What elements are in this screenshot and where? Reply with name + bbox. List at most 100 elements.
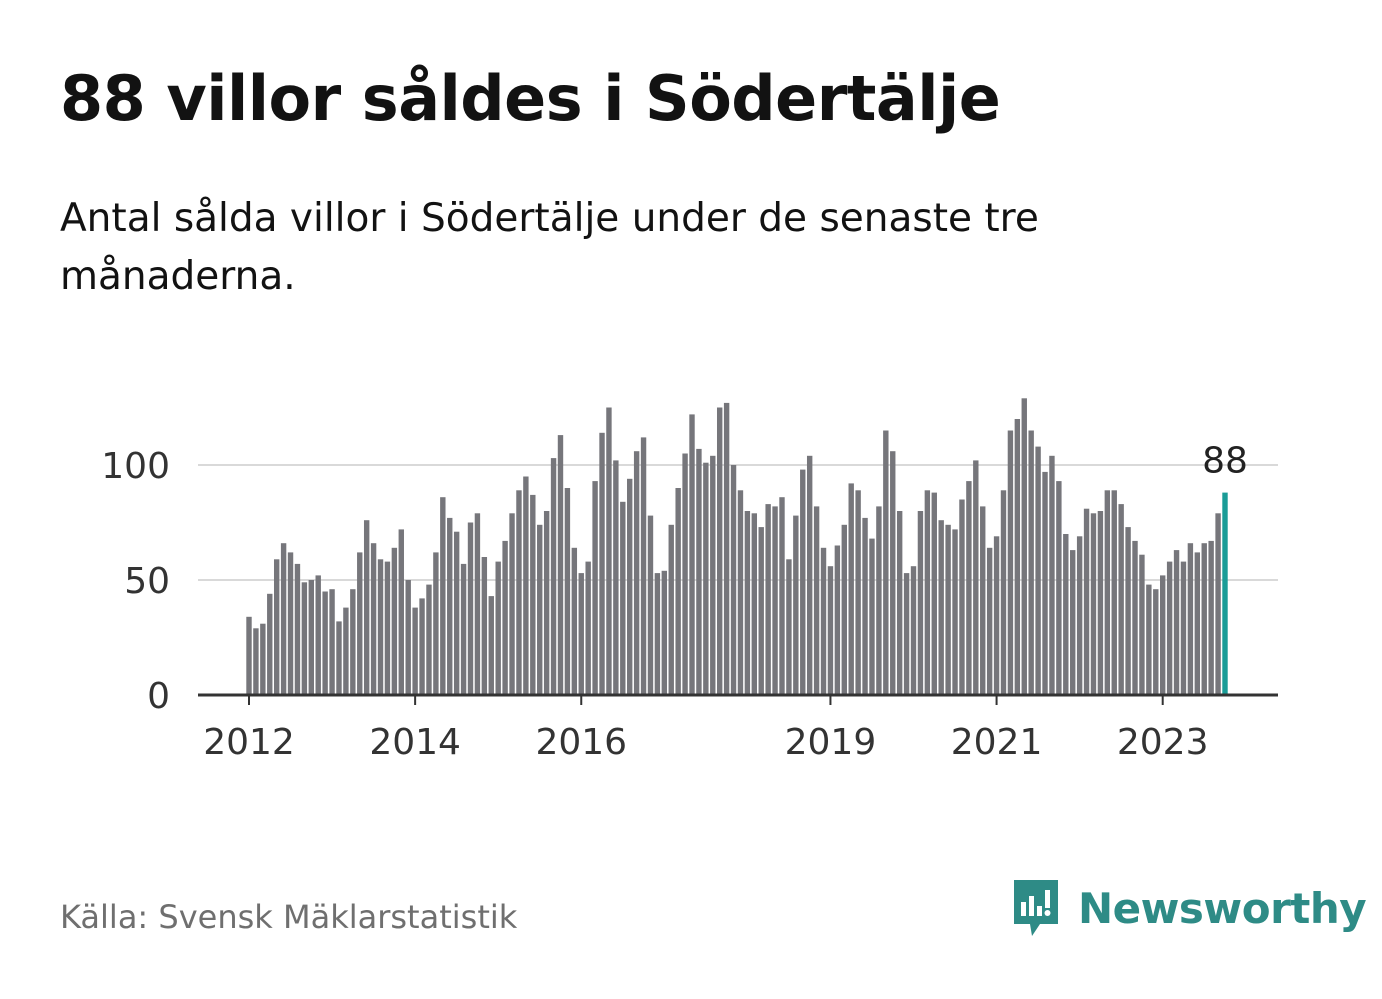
bar xyxy=(862,517,868,695)
bar xyxy=(502,540,508,695)
bar xyxy=(495,561,501,695)
source-note: Källa: Svensk Mäklarstatistik xyxy=(60,898,518,936)
bar xyxy=(1021,398,1027,695)
bar xyxy=(675,488,681,695)
bar xyxy=(440,497,446,695)
bar xyxy=(280,543,287,695)
axis-labels: 0 50 100 88 2012 2014 2016 2019 2021 2023 xyxy=(101,441,1248,763)
bar xyxy=(1166,561,1173,695)
bar xyxy=(654,573,661,695)
y-tick-label: 0 xyxy=(147,676,170,717)
bar xyxy=(1132,540,1138,695)
bar xyxy=(689,414,695,695)
bar xyxy=(710,455,716,695)
bar xyxy=(543,511,550,695)
bar xyxy=(952,529,958,695)
bar xyxy=(820,547,827,695)
bar xyxy=(751,513,758,695)
bar xyxy=(1042,471,1048,695)
bar xyxy=(315,575,321,695)
bar xyxy=(1146,584,1152,695)
brand-logo: Newsworthy xyxy=(1010,876,1367,940)
bar xyxy=(945,524,951,695)
bar xyxy=(1104,490,1111,695)
bar xyxy=(260,623,266,695)
bar xyxy=(716,407,723,695)
bar xyxy=(1056,481,1062,695)
bar xyxy=(1083,508,1090,695)
bar xyxy=(391,547,398,695)
bar xyxy=(890,451,896,695)
bar xyxy=(931,492,937,695)
bar xyxy=(537,524,543,695)
bar xyxy=(703,462,709,695)
bar xyxy=(1139,554,1145,695)
bar xyxy=(253,628,259,695)
x-tick-label: 2023 xyxy=(1117,722,1209,763)
bar xyxy=(1035,446,1041,695)
bar xyxy=(1194,552,1201,695)
bar xyxy=(329,589,335,695)
bar xyxy=(516,490,522,695)
bar xyxy=(1014,419,1021,695)
bar xyxy=(841,524,847,695)
bar xyxy=(1063,534,1069,695)
bar xyxy=(557,435,564,695)
bar xyxy=(1028,430,1034,695)
bar xyxy=(1070,550,1076,695)
y-tick-label: 100 xyxy=(101,446,170,487)
bar xyxy=(633,451,640,695)
x-tick-label: 2014 xyxy=(369,722,461,763)
bar xyxy=(453,531,460,695)
bar xyxy=(273,559,280,695)
bar xyxy=(765,504,771,695)
x-axis-ticks xyxy=(248,695,1164,705)
bar xyxy=(350,589,356,695)
bar xyxy=(910,566,917,695)
bar xyxy=(1201,543,1207,695)
bar xyxy=(627,478,633,695)
bar xyxy=(467,522,474,695)
bar xyxy=(1160,575,1166,695)
x-tick-label: 2016 xyxy=(535,722,627,763)
bar xyxy=(509,513,515,695)
bar xyxy=(398,529,404,695)
bar xyxy=(876,506,882,695)
x-tick-label: 2019 xyxy=(785,722,877,763)
bar xyxy=(433,552,439,695)
bar xyxy=(578,573,584,695)
bar xyxy=(1000,490,1007,695)
bar xyxy=(294,563,301,695)
bar xyxy=(1007,430,1014,695)
bar xyxy=(357,552,363,695)
bar xyxy=(419,598,425,695)
bar xyxy=(896,511,903,695)
bar xyxy=(620,501,626,695)
bar xyxy=(1111,490,1117,695)
bar xyxy=(869,538,875,695)
bar xyxy=(370,543,377,695)
bar xyxy=(786,559,792,695)
bar xyxy=(523,476,529,695)
bar xyxy=(412,607,418,695)
bar xyxy=(592,481,598,695)
bar xyxy=(668,524,674,695)
bar xyxy=(474,513,481,695)
bar xyxy=(564,488,571,695)
bar xyxy=(647,515,654,695)
bar xyxy=(903,573,910,695)
bar xyxy=(730,465,737,695)
bar-highlight xyxy=(1222,492,1228,695)
bar xyxy=(599,432,605,695)
page-subtitle: Antal sålda villor i Södertälje under de… xyxy=(60,196,1039,299)
bar xyxy=(813,506,820,695)
bar xyxy=(917,511,924,695)
bar xyxy=(640,437,647,695)
bar xyxy=(1076,536,1083,695)
bar xyxy=(737,490,744,695)
bar xyxy=(924,490,931,695)
bar xyxy=(336,621,342,695)
brand-name: Newsworthy xyxy=(1078,883,1367,933)
bar xyxy=(696,448,702,695)
